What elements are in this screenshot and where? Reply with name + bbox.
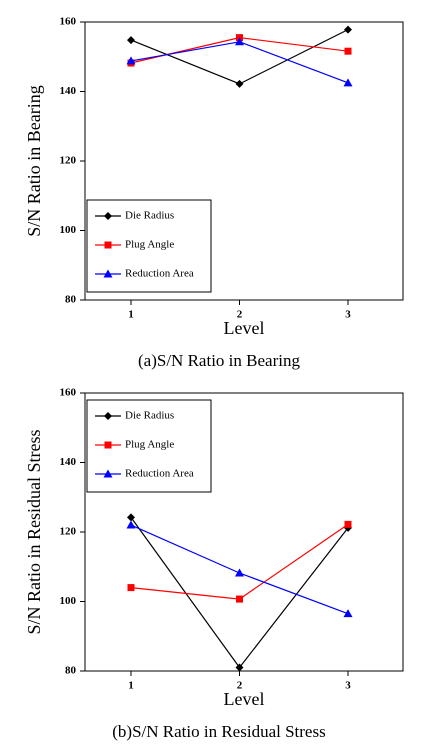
y-tick-label: 160 [60,16,77,28]
marker-diamond [127,36,135,45]
y-tick-label: 100 [60,595,77,607]
marker-square [236,595,243,603]
y-tick-label: 100 [60,224,77,236]
x-tick-label: 3 [345,680,351,692]
y-tick-label: 160 [60,387,77,399]
marker-diamond [344,25,352,34]
marker-triangle [103,269,113,278]
y-tick-label: 140 [60,85,77,97]
marker-triangle [103,469,113,478]
marker-square [344,47,352,55]
marker-diamond [127,513,135,522]
marker-square [104,241,112,249]
marker-triangle [343,609,353,618]
y-axis-label: S/N Ratio in Residual Stress [24,429,44,634]
marker-triangle [343,78,353,87]
x-axis-label: Level [224,318,265,338]
legend-label: Die Radius [125,410,174,422]
caption: (b)S/N Ratio in Residual Stress [112,722,325,741]
marker-diamond [104,212,112,220]
y-axis-label: S/N Ratio in Bearing [24,85,44,237]
legend-label: Plug Angle [125,239,174,251]
marker-diamond [235,79,244,88]
x-axis-label: Level [224,689,265,709]
y-tick-label: 80 [65,294,77,306]
marker-square [344,520,352,528]
x-tick-label: 3 [345,309,351,321]
y-tick-label: 140 [60,456,77,468]
marker-triangle [126,520,136,529]
legend-label: Reduction Area [125,268,194,280]
y-tick-label: 80 [65,665,77,677]
y-tick-label: 120 [60,155,77,167]
x-tick-label: 2 [237,680,243,692]
x-tick-label: 2 [237,309,243,321]
caption: (a)S/N Ratio in Bearing [138,351,300,370]
legend-label: Plug Angle [125,439,174,451]
marker-triangle [126,56,136,65]
x-tick-label: 1 [128,309,134,321]
legend-label: Die Radius [125,210,174,222]
y-tick-label: 120 [60,526,77,538]
marker-square [104,441,112,449]
marker-triangle [235,568,244,577]
marker-diamond [104,412,112,420]
series-line [130,41,349,84]
marker-square [127,584,135,592]
marker-triangle [235,37,244,46]
x-tick-label: 1 [128,680,134,692]
marker-diamond [235,663,244,672]
legend-label: Reduction Area [125,468,194,480]
